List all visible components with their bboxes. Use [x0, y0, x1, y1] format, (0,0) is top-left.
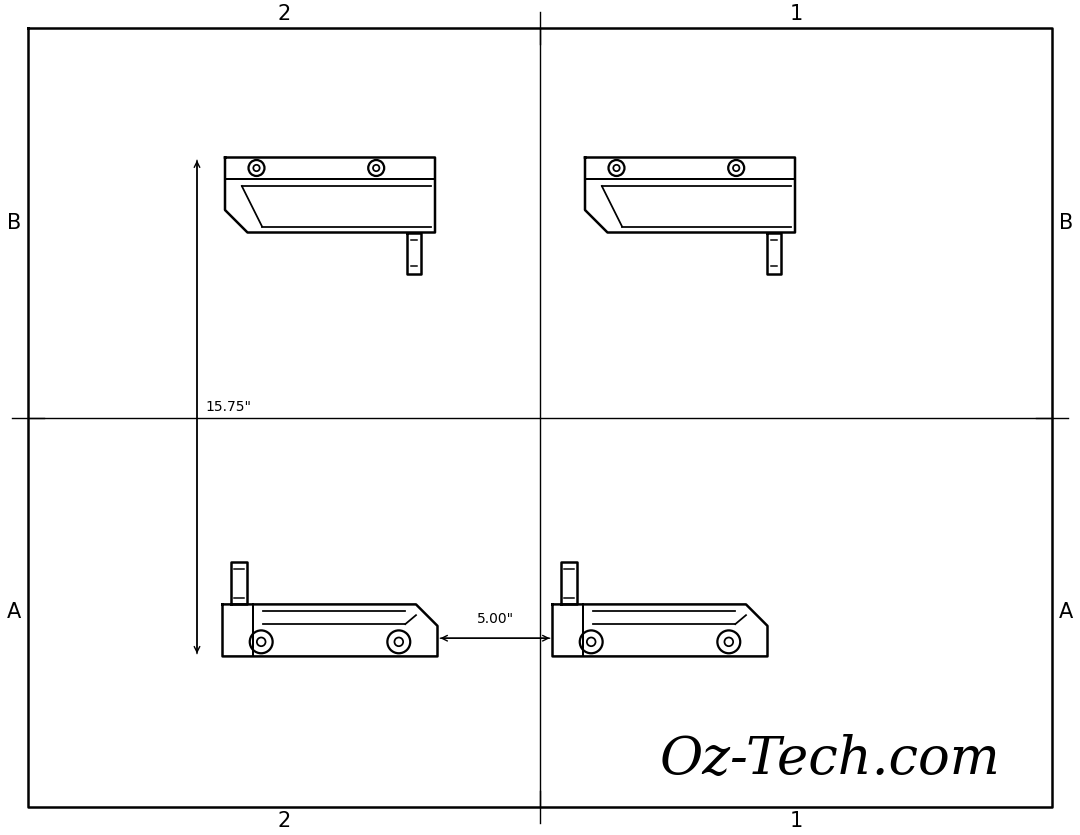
Text: 15.75": 15.75"	[205, 400, 251, 414]
Text: 1: 1	[789, 811, 802, 831]
Text: B: B	[1058, 213, 1074, 233]
Text: Oz-Tech.com: Oz-Tech.com	[660, 735, 1000, 786]
Text: 2: 2	[278, 811, 291, 831]
Text: A: A	[6, 602, 22, 622]
Text: A: A	[1058, 602, 1074, 622]
Text: 1: 1	[789, 4, 802, 24]
Text: 2: 2	[278, 4, 291, 24]
Text: 5.00": 5.00"	[476, 612, 514, 626]
Text: B: B	[6, 213, 22, 233]
